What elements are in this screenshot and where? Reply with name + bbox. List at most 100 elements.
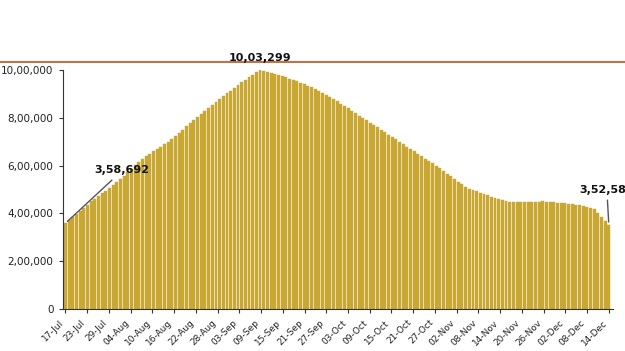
Bar: [420, 156, 423, 309]
Bar: [402, 144, 405, 309]
Bar: [266, 72, 269, 309]
Bar: [552, 202, 555, 309]
Bar: [600, 217, 603, 309]
Bar: [596, 213, 599, 309]
Bar: [354, 113, 357, 309]
Bar: [122, 176, 126, 309]
Bar: [299, 83, 302, 309]
Bar: [251, 74, 254, 309]
Bar: [457, 182, 460, 309]
Bar: [357, 115, 361, 309]
Bar: [82, 208, 85, 309]
Bar: [116, 183, 118, 309]
Bar: [574, 205, 578, 309]
Bar: [523, 202, 526, 309]
Bar: [541, 201, 544, 309]
Bar: [394, 139, 398, 309]
Bar: [273, 74, 276, 309]
Bar: [262, 71, 265, 309]
Bar: [453, 179, 456, 309]
Bar: [126, 172, 129, 309]
Bar: [101, 193, 104, 309]
Bar: [86, 205, 89, 309]
Text: Active cases continue to decline, now below 4 lakhs: Active cases continue to decline, now be…: [6, 19, 556, 38]
Bar: [380, 130, 382, 309]
Bar: [138, 162, 141, 309]
Bar: [196, 117, 199, 309]
Bar: [475, 191, 478, 309]
Bar: [538, 201, 541, 309]
Bar: [369, 123, 372, 309]
Bar: [482, 194, 486, 309]
Bar: [318, 91, 320, 309]
Bar: [148, 154, 151, 309]
Bar: [412, 151, 416, 309]
Bar: [93, 199, 96, 309]
Bar: [177, 133, 181, 309]
Text: 3,52,586: 3,52,586: [579, 185, 625, 222]
Bar: [604, 221, 607, 309]
Bar: [104, 191, 107, 309]
Bar: [314, 89, 317, 309]
Bar: [347, 108, 349, 309]
Bar: [592, 208, 596, 309]
Bar: [167, 142, 170, 309]
Bar: [512, 202, 515, 309]
Bar: [214, 102, 218, 309]
Bar: [376, 127, 379, 309]
Bar: [108, 188, 111, 309]
Bar: [284, 77, 288, 309]
Bar: [442, 171, 445, 309]
Bar: [189, 124, 192, 309]
Bar: [71, 217, 74, 309]
Bar: [549, 202, 551, 309]
Bar: [64, 223, 67, 309]
Bar: [504, 201, 508, 309]
Bar: [449, 176, 452, 309]
Bar: [446, 173, 449, 309]
Bar: [269, 73, 272, 309]
Bar: [222, 96, 225, 309]
Bar: [409, 149, 412, 309]
Bar: [79, 211, 82, 309]
Bar: [527, 202, 529, 309]
Bar: [479, 193, 482, 309]
Bar: [259, 69, 261, 309]
Bar: [229, 91, 232, 309]
Bar: [498, 199, 500, 309]
Bar: [586, 207, 588, 309]
Bar: [398, 142, 401, 309]
Bar: [185, 126, 188, 309]
Bar: [112, 185, 114, 309]
Bar: [556, 203, 559, 309]
Bar: [89, 201, 92, 309]
Bar: [361, 118, 364, 309]
Bar: [97, 196, 100, 309]
Bar: [281, 76, 284, 309]
Bar: [68, 220, 71, 309]
Bar: [563, 203, 566, 309]
Bar: [391, 137, 394, 309]
Bar: [324, 95, 328, 309]
Bar: [171, 139, 173, 309]
Bar: [365, 120, 368, 309]
Bar: [328, 97, 331, 309]
Bar: [431, 163, 434, 309]
Bar: [383, 132, 386, 309]
Bar: [233, 88, 236, 309]
Bar: [292, 80, 294, 309]
Bar: [248, 77, 251, 309]
Bar: [302, 84, 306, 309]
Bar: [416, 154, 419, 309]
Bar: [332, 99, 335, 309]
Bar: [494, 198, 496, 309]
Bar: [435, 166, 437, 309]
Bar: [501, 200, 504, 309]
Bar: [439, 168, 441, 309]
Bar: [295, 81, 298, 309]
Bar: [306, 86, 309, 309]
Bar: [545, 202, 548, 309]
Bar: [424, 159, 427, 309]
Bar: [288, 79, 291, 309]
Bar: [236, 85, 239, 309]
